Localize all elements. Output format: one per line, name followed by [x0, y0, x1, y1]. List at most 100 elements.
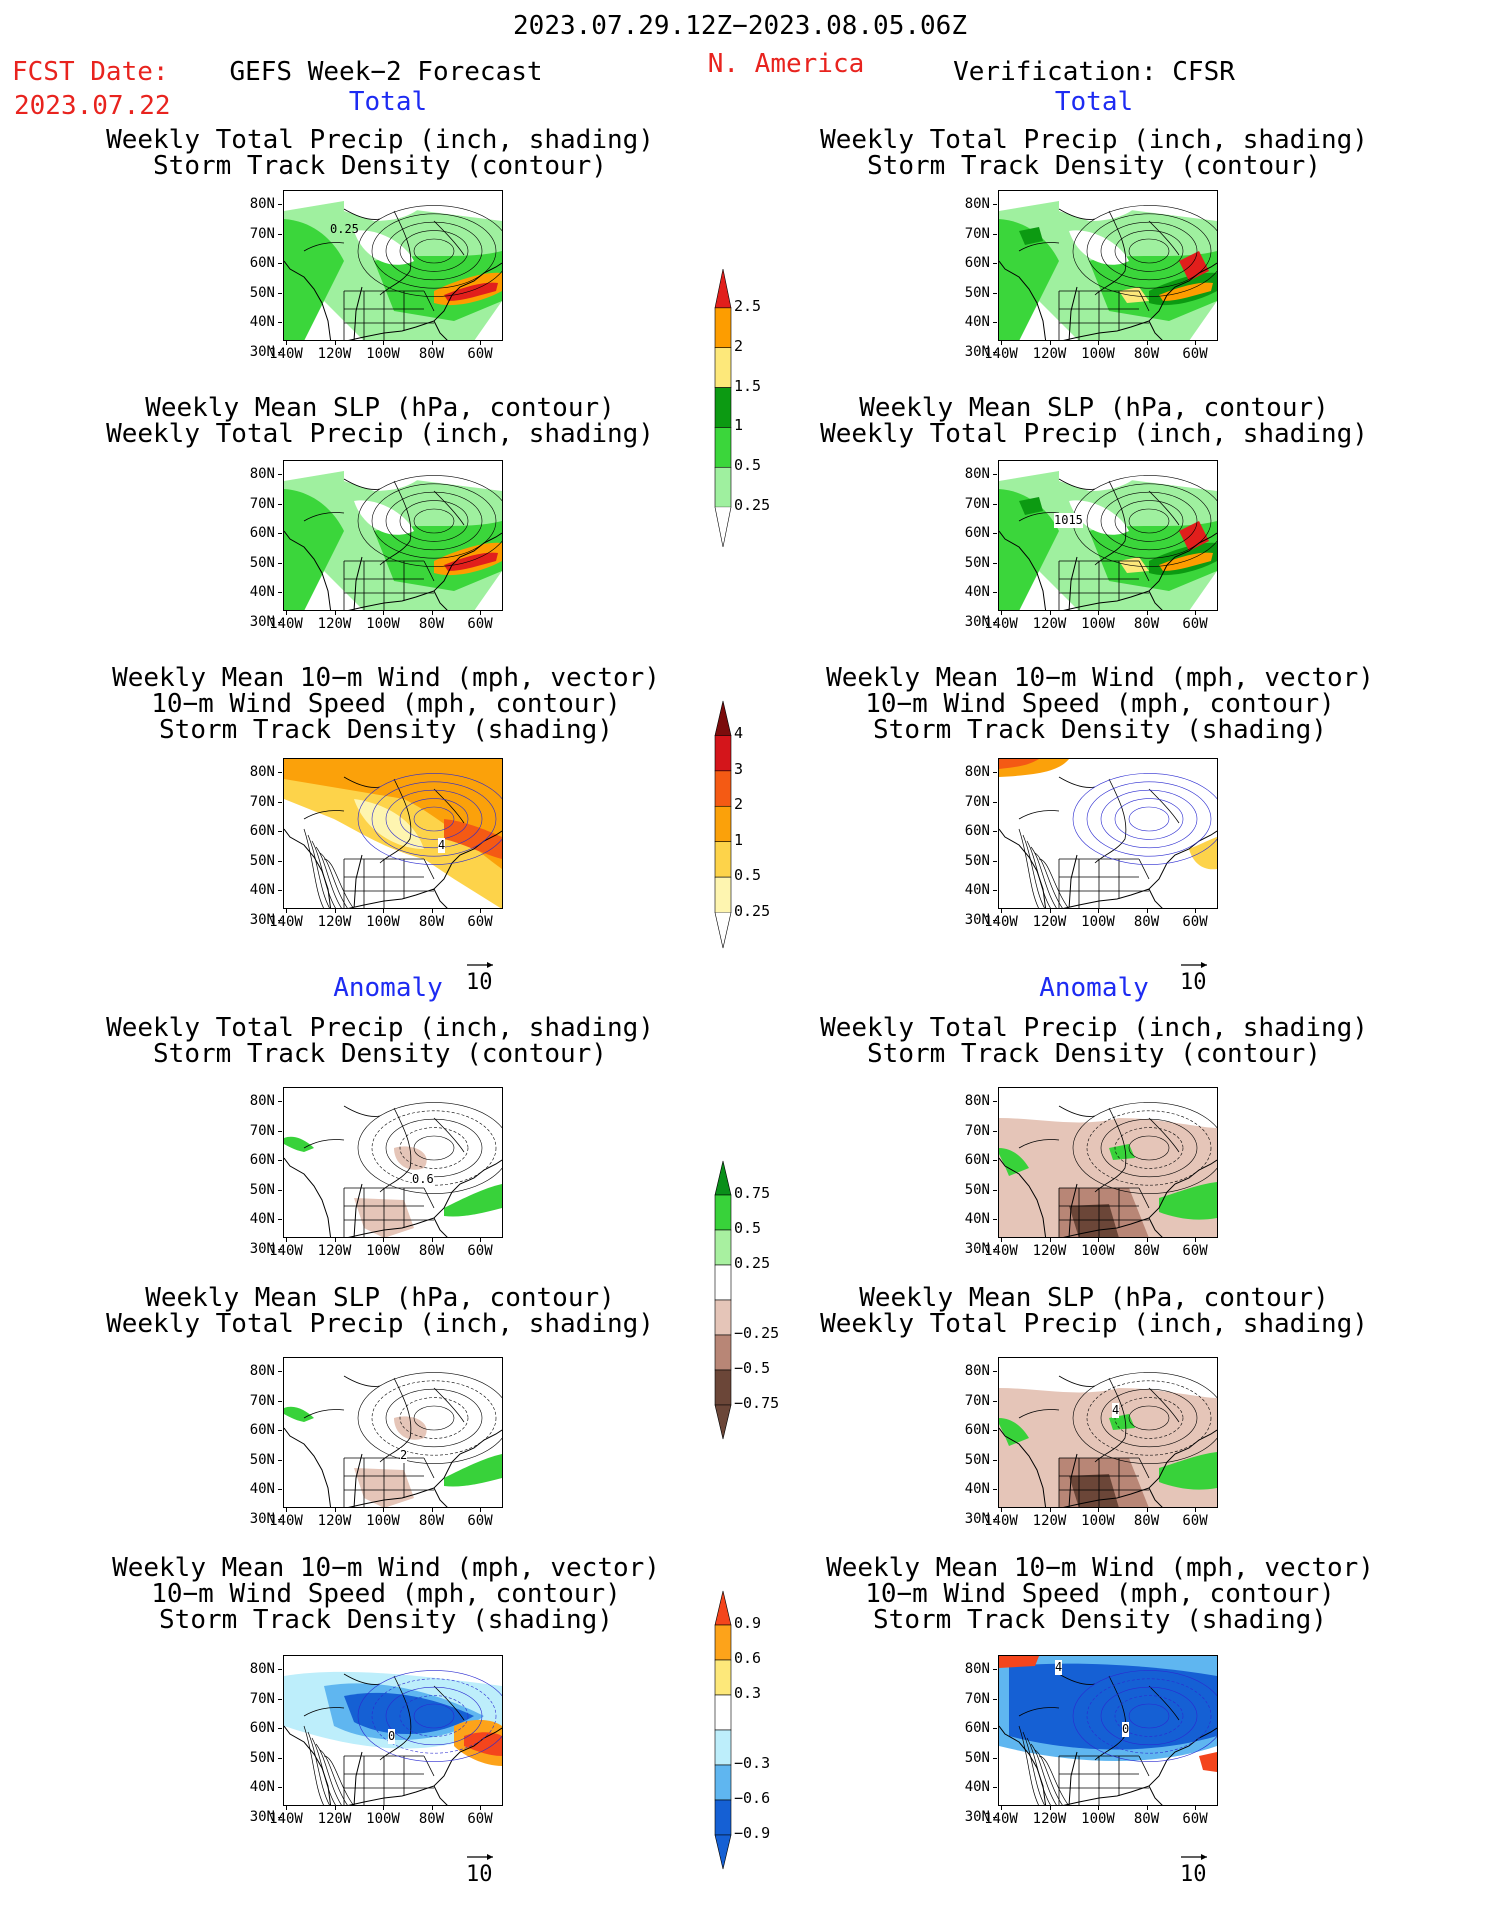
- lat-tick-label: 30N: [249, 1240, 275, 1257]
- lat-tick: [278, 204, 282, 205]
- lat-tick: [278, 1489, 282, 1490]
- lat-tick-label: 60N: [249, 255, 275, 271]
- colorbar-label: −0.6: [734, 1789, 771, 1807]
- colorbar-segment: [714, 347, 732, 388]
- colorbar-label: −0.25: [734, 1324, 780, 1342]
- lat-tick-label: 40N: [249, 584, 275, 600]
- lat-tick: [278, 562, 282, 564]
- lon-tick-label: 60W: [1182, 1513, 1208, 1529]
- gefs-total-precip-map: [283, 190, 503, 341]
- lon-tick-label: 140W: [269, 616, 303, 632]
- lon-tick: [1001, 909, 1002, 913]
- gefs-anom-precip-map: [283, 1087, 503, 1238]
- lon-tick: [431, 1806, 433, 1810]
- lon-tick: [1001, 1238, 1002, 1242]
- lat-tick: [278, 801, 282, 803]
- lat-tick-label: 70N: [249, 1392, 275, 1409]
- lat-tick-label: 80N: [249, 764, 275, 780]
- title-line-2: Weekly Total Precip (inch, shading): [106, 1309, 654, 1339]
- colorbar-label: 0.75: [734, 1184, 771, 1202]
- lat-tick-label: 60N: [964, 255, 990, 271]
- lon-tick: [431, 341, 433, 345]
- title-line-1: Weekly Total Precip (inch, shading): [106, 125, 654, 155]
- lat-tick: [278, 1518, 282, 1520]
- lat-tick: [993, 1816, 997, 1818]
- lon-tick-label: 100W: [1081, 346, 1115, 362]
- colorbar-segment: [714, 1799, 732, 1836]
- cfsr-total-wind-map: [998, 758, 1218, 909]
- lat-tick-label: 50N: [249, 1181, 275, 1198]
- lat-tick: [278, 292, 282, 294]
- gefs-column-title: GEFS Week−2 Forecast: [229, 57, 543, 87]
- colorbar-label: 2: [734, 795, 744, 814]
- lon-tick: [480, 1508, 481, 1512]
- lon-tick-label: 120W: [1032, 346, 1067, 362]
- lon-tick: [286, 1806, 287, 1810]
- lat-tick-label: 60N: [249, 525, 275, 541]
- lon-tick-label: 60W: [1182, 346, 1208, 362]
- lon-tick-label: 60W: [1182, 616, 1208, 632]
- lon-tick-label: 120W: [1032, 1243, 1067, 1259]
- lat-tick: [993, 860, 997, 862]
- lat-tick-label: 80N: [249, 466, 275, 482]
- colorbar-segment: [714, 1764, 732, 1801]
- title-line-2: Storm Track Density (contour): [867, 151, 1321, 181]
- colorbar-label: −0.5: [734, 1359, 771, 1377]
- lat-tick-label: 50N: [964, 852, 990, 869]
- lon-tick: [383, 341, 384, 345]
- lat-tick-label: 70N: [249, 225, 275, 242]
- cfsr-anom-wind-map: [998, 1655, 1218, 1806]
- map-annotation: 4: [438, 838, 446, 853]
- lon-tick-label: 120W: [317, 914, 352, 930]
- title-line-1: Weekly Mean SLP (hPa, contour): [859, 1283, 1329, 1313]
- date-range-title: 2023.07.29.12Z−2023.08.05.06Z: [513, 11, 967, 41]
- cfsr-anom-precip-map: [998, 1087, 1218, 1238]
- colorbar-label: −0.9: [734, 1824, 771, 1842]
- lon-tick: [431, 611, 433, 615]
- lon-tick-label: 100W: [1081, 616, 1115, 632]
- lat-tick-label: 40N: [249, 314, 275, 330]
- lon-tick: [1146, 909, 1148, 913]
- lat-tick: [278, 1130, 282, 1132]
- lon-tick: [480, 611, 481, 615]
- lat-tick: [993, 1757, 997, 1759]
- map-annotation: 2: [400, 1448, 408, 1463]
- colorbar-cap: [714, 1590, 732, 1626]
- lat-tick: [278, 621, 282, 623]
- lat-tick-label: 80N: [249, 196, 275, 212]
- cfsr-anom-wind-title: Weekly Mean 10−m Wind (mph, vector) 10−m…: [826, 1555, 1374, 1633]
- lat-tick-label: 30N: [249, 613, 275, 630]
- map-annotation: 0.25: [330, 222, 359, 236]
- lon-tick-label: 80W: [418, 1513, 445, 1529]
- lon-tick: [334, 1508, 336, 1512]
- lon-tick: [1195, 611, 1196, 615]
- colorbar-label: 3: [734, 759, 744, 778]
- lon-tick-label: 60W: [1182, 914, 1208, 930]
- colorbar-cap: [714, 1404, 732, 1440]
- title-line-1: Weekly Mean SLP (hPa, contour): [145, 393, 615, 423]
- lon-tick: [480, 1238, 481, 1242]
- lat-tick: [993, 292, 997, 294]
- lon-tick-label: 140W: [984, 914, 1018, 930]
- lat-tick-label: 40N: [249, 1779, 275, 1795]
- lat-tick: [278, 503, 282, 505]
- lon-tick-label: 60W: [467, 1243, 493, 1259]
- lat-tick-label: 80N: [964, 1363, 990, 1379]
- lat-tick-label: 70N: [964, 495, 990, 512]
- lon-tick: [383, 909, 384, 913]
- lat-tick-label: 30N: [249, 1510, 275, 1527]
- lon-tick-label: 80W: [1133, 1513, 1160, 1529]
- lon-tick-label: 100W: [1081, 1811, 1115, 1827]
- colorbar-segment: [714, 1229, 732, 1266]
- colorbar-label: 0.6: [734, 1649, 762, 1667]
- lat-tick-label: 60N: [249, 1422, 275, 1438]
- colorbar-total-precip: [714, 268, 732, 548]
- lon-tick-label: 100W: [1081, 1513, 1115, 1529]
- lat-tick: [278, 1757, 282, 1759]
- lat-tick: [993, 474, 997, 475]
- colorbar-cap: [714, 912, 732, 949]
- lat-tick-label: 80N: [964, 1093, 990, 1109]
- colorbar-segment: [714, 1194, 732, 1231]
- lat-tick-label: 40N: [964, 1481, 990, 1497]
- colorbar-label: 0.9: [734, 1614, 762, 1632]
